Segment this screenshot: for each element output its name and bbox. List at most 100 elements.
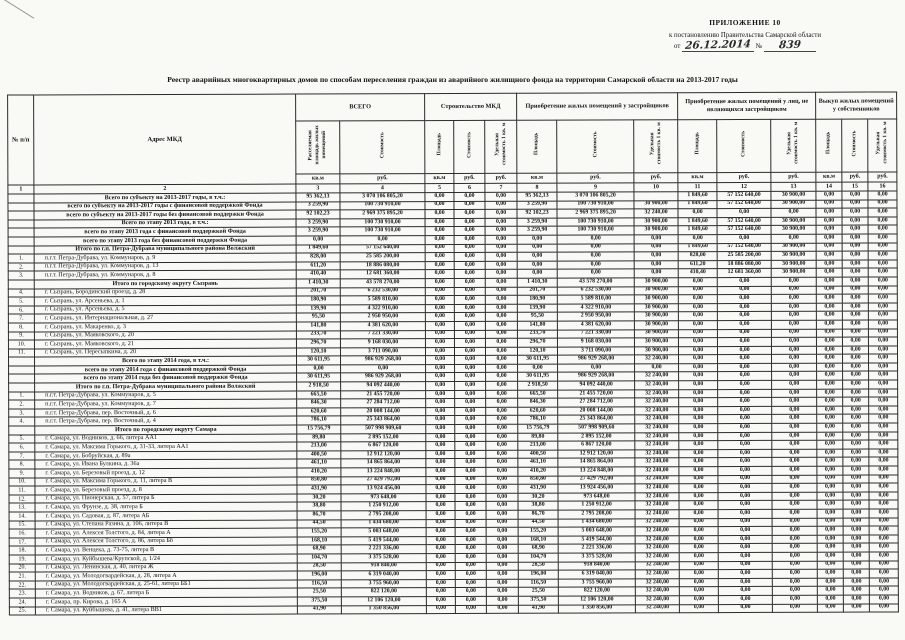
from-label: от [674,43,681,51]
row-number-cell: 15. [9,520,36,530]
value-cell: 0,00 [678,311,718,321]
value-cell: 32 240,00 [634,354,679,364]
value-cell: 100 730 910,00 [557,226,635,236]
column-header-vertical: Площадь [516,120,557,174]
value-cell: 0,00 [868,251,898,260]
value-cell: 0,00 [425,269,455,279]
value-cell: 32 240,00 [634,423,679,433]
value-cell: 0,00 [486,578,519,588]
value-cell: 0,00 [486,527,519,537]
value-cell: 0,00 [816,208,843,218]
value-cell: 2 969 375 895,20 [557,209,635,218]
row-number-cell [8,425,35,435]
value-cell: 0,00 [771,328,817,338]
value-cell: 0,00 [425,304,455,313]
value-cell: 0,00 [772,603,818,613]
value-cell: 32 240,00 [634,406,679,416]
row-number-cell: 6. [8,305,35,315]
value-cell: 3 711 090,00 [340,347,426,357]
value-cell: 0,00 [454,467,486,477]
value-cell: 32 240,00 [634,372,679,381]
value-cell: 0,00 [718,500,773,510]
row-number-cell: 1. [8,254,35,263]
value-cell: 116,50 [518,578,559,588]
appendix-title: ПРИЛОЖЕНИЕ 10 [709,18,781,27]
value-cell: 0,00 [485,450,518,459]
value-cell: 1 250 912,00 [341,501,427,511]
value-cell: 0,00 [817,517,844,527]
value-cell: 0,00 [425,364,455,374]
value-cell: 0,00 [486,587,519,597]
value-cell: 30 611,95 [517,355,558,365]
column-number: 16 [867,181,898,192]
value-cell: 0,00 [842,414,869,424]
document-title: Реестр аварийных многоквартирных домов п… [167,75,738,84]
value-cell: 2 895 152,00 [557,432,635,442]
value-cell: 0,00 [485,338,518,348]
value-cell: 30 900,00 [634,346,679,356]
value-cell: 168,10 [297,536,342,546]
value-cell: 0,00 [425,218,455,227]
value-cell: 0,00 [868,371,898,381]
value-cell: 3 259,90 [517,226,558,236]
value-cell: 0,00 [816,242,843,252]
value-cell: 0,00 [485,484,519,494]
value-cell: 44,50 [297,519,342,529]
value-cell: 0,00 [843,569,870,578]
value-cell: 918 840,00 [558,561,636,571]
value-cell: 155,20 [297,528,342,537]
value-cell: 0,00 [426,519,456,528]
value-cell: 25 343 864,00 [340,416,426,425]
vertical-header-label: Площадь [825,132,832,155]
value-cell: 0,00 [425,235,455,245]
value-cell: 30 900,00 [634,200,679,210]
value-cell: 0,00 [869,586,899,595]
value-cell: 2 795 208,00 [558,509,636,519]
value-cell: 0,00 [817,491,844,501]
value-cell: 0,00 [817,595,844,604]
value-cell: 0,00 [718,483,773,493]
value-cell: 0,00 [426,510,456,520]
value-cell: 0,00 [817,483,844,493]
value-cell: 0,00 [771,380,817,390]
value-cell: 0,00 [817,526,844,535]
value-cell: 828,00 [296,253,341,262]
value-cell: 30 900,00 [771,191,817,200]
vertical-header-label: Стоимость [591,131,598,157]
value-cell: 0,00 [485,364,518,373]
row-number-cell: 1. [8,391,35,401]
value-cell: 0,00 [485,278,518,287]
value-cell: 0,00 [772,483,818,493]
value-cell: 89,80 [296,433,341,443]
value-cell: 0,00 [340,364,426,374]
value-cell: 0,00 [717,423,772,433]
value-cell: 0,00 [772,509,818,518]
unit-label: руб. [770,172,816,183]
value-cell: 0,00 [772,560,818,570]
value-cell: 0,00 [771,406,817,415]
value-cell: 0,00 [842,259,869,269]
value-cell: 0,00 [425,372,455,382]
value-cell: 2 918,50 [517,381,558,390]
value-cell: 0,00 [868,414,898,424]
handwritten-date: 26.12.2014 [684,38,752,53]
value-cell: 0,00 [842,405,869,415]
value-cell: 0,00 [868,285,898,295]
vertical-header-label: Стоимость [378,131,385,158]
row-number-cell [8,383,35,392]
value-cell: 30 900,00 [634,217,679,227]
value-cell: 375,50 [297,596,342,606]
value-cell: 0,00 [340,235,426,245]
value-cell: 0,00 [485,398,518,408]
value-cell: 32 240,00 [634,466,680,476]
value-cell: 0,00 [843,500,870,510]
value-cell: 12 106 120,00 [558,595,636,605]
value-cell: 0,00 [817,552,844,561]
value-cell: 0,00 [842,242,869,252]
column-header-vertical: Удельная стоимость 1 кв. м [633,119,678,173]
value-cell: 0,00 [717,208,772,218]
value-cell: 0,00 [678,320,718,330]
value-cell: 1 410,30 [296,278,341,288]
value-cell: 0,00 [485,407,518,416]
value-cell: 0,00 [454,329,486,339]
